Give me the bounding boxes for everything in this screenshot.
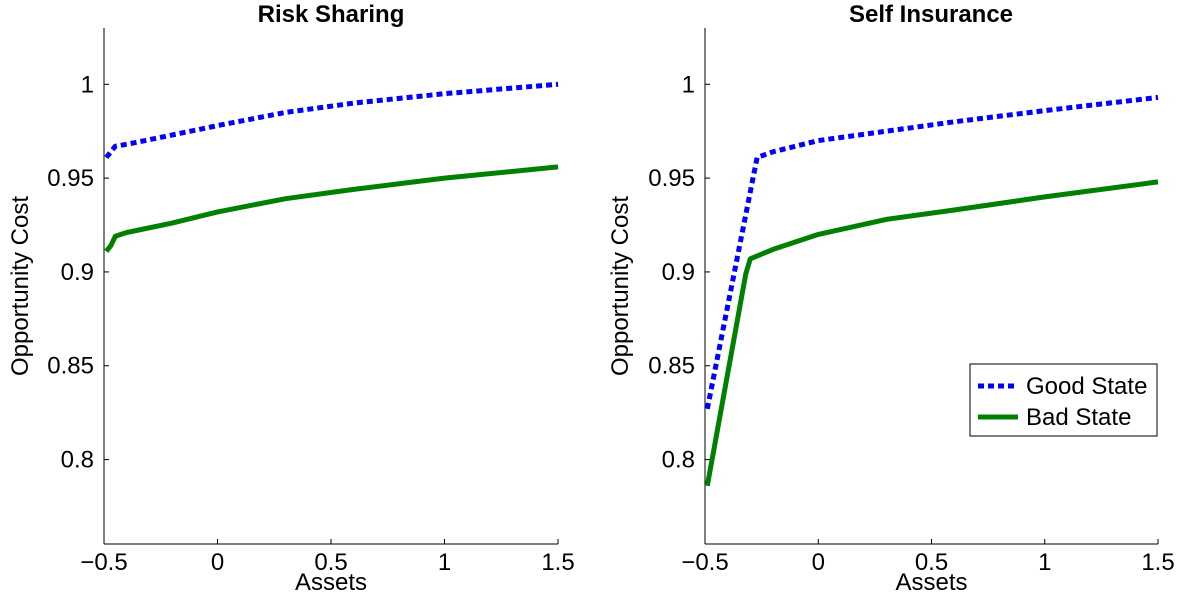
- y-tick-label: 0.9: [662, 259, 695, 286]
- legend-box: [969, 363, 1158, 437]
- legend-entry-label: Bad State: [1026, 404, 1131, 431]
- y-tick-label: 0.8: [61, 447, 94, 474]
- x-tick-label: −0.5: [80, 549, 127, 576]
- y-tick-label: 1: [682, 71, 695, 98]
- x-tick-label: 1: [1038, 549, 1051, 576]
- y-tick-label: 0.8: [662, 447, 695, 474]
- y-tick-label: 0.9: [61, 259, 94, 286]
- x-tick-label: 1.5: [541, 549, 574, 576]
- x-tick-label: 0: [812, 549, 825, 576]
- bad-state-line: [704, 179, 1159, 487]
- y-tick-label: 0.95: [47, 165, 94, 192]
- x-axis-label: Assets: [895, 569, 967, 596]
- y-tick-label: 0.95: [648, 165, 695, 192]
- good-state-line: [704, 94, 1159, 410]
- risk-sharing-panel: −0.5 0 0.5 1 1.5 0.8 0.85 0.9 0.95 1 Assets Opportu…: [7, 1, 575, 596]
- good-state-line: [104, 81, 559, 160]
- x-tick-label: −0.5: [681, 549, 728, 576]
- x-tick-label: 0: [211, 549, 224, 576]
- x-axis-label: Assets: [295, 569, 367, 596]
- x-tick-label: 0.5: [915, 549, 948, 576]
- y-tick-label: 0.85: [47, 353, 94, 380]
- x-tick-label: 1.5: [1141, 549, 1174, 576]
- x-tick-label: 0.5: [314, 549, 347, 576]
- legend-entry-label: Good State: [1026, 373, 1147, 400]
- bad-state-line: [104, 164, 559, 253]
- y-tick-label: 0.85: [648, 353, 695, 380]
- legend: Good State Bad State: [969, 363, 1158, 437]
- chart-title: Self Insurance: [849, 1, 1013, 28]
- y-axis-label: Opportunity Cost: [7, 196, 34, 376]
- y-axis-label: Opportunity Cost: [607, 196, 634, 376]
- chart-title: Risk Sharing: [258, 1, 405, 28]
- x-tick-label: 1: [438, 549, 451, 576]
- y-tick-label: 1: [81, 71, 94, 98]
- self-insurance-panel: −0.5 0 0.5 1 1.5 0.8 0.85 0.9 0.95 1 Assets Opportu…: [607, 1, 1175, 596]
